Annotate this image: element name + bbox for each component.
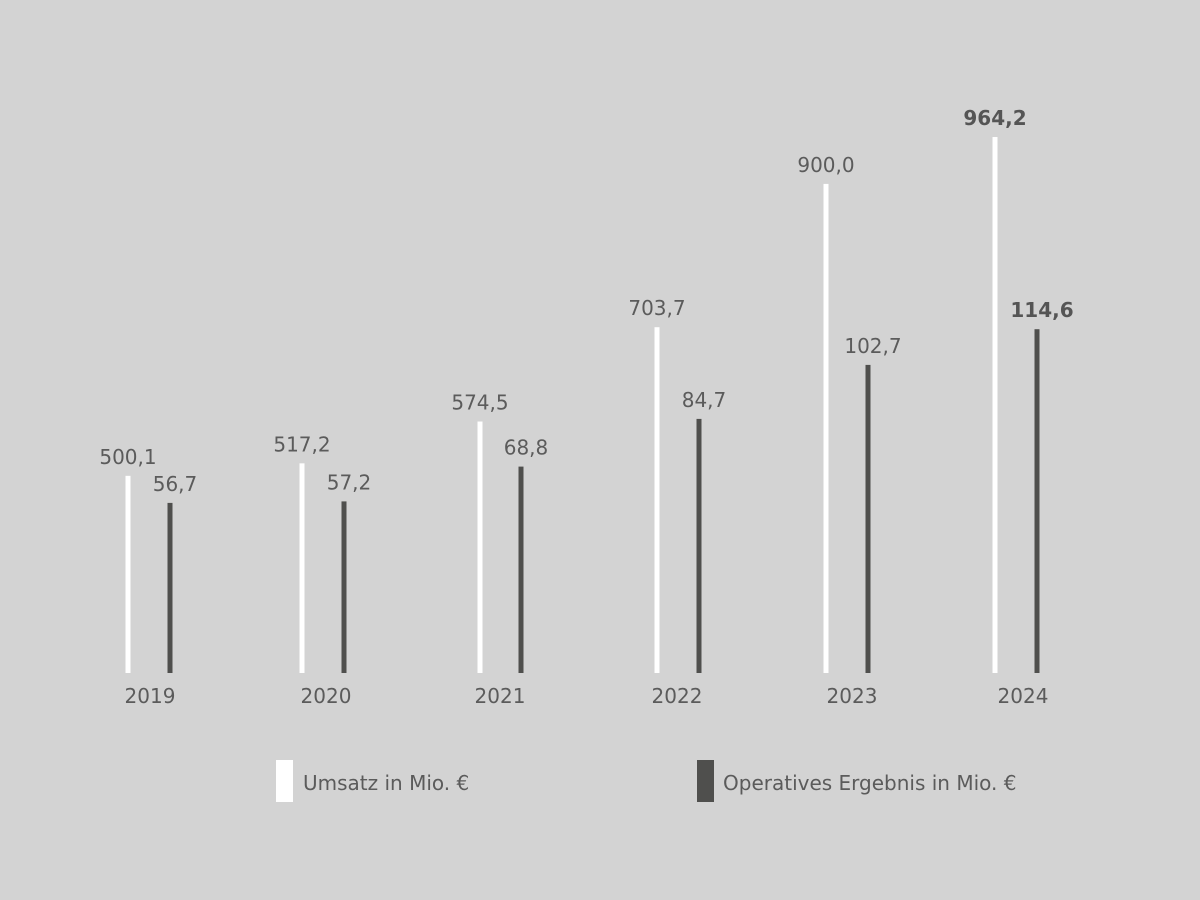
value-label-umsatz-2022: 703,7 <box>628 296 685 320</box>
legend: Umsatz in Mio. € Operatives Ergebnis in … <box>276 760 1016 802</box>
value-label-ergebnis-2020: 57,2 <box>327 470 372 494</box>
value-label-umsatz-2019: 500,1 <box>99 445 156 469</box>
bar-umsatz-2023 <box>823 183 829 673</box>
bars-layer <box>125 137 1040 673</box>
bar-umsatz-2020 <box>299 463 305 673</box>
value-label-umsatz-2020: 517,2 <box>273 432 330 456</box>
x-tick-label-2023: 2023 <box>827 684 878 708</box>
legend-swatch-operatives-ergebnis <box>697 760 714 802</box>
bar-ergebnis-2022 <box>696 418 702 673</box>
x-tick-labels-layer: 2019 2020 2021 2022 2023 2024 <box>125 684 1049 708</box>
value-label-ergebnis-2023: 102,7 <box>844 334 901 358</box>
x-tick-label-2024: 2024 <box>998 684 1049 708</box>
value-label-ergebnis-2024: 114,6 <box>1010 298 1073 322</box>
value-label-ergebnis-2019: 56,7 <box>153 472 198 496</box>
legend-label-umsatz: Umsatz in Mio. € <box>303 771 469 795</box>
value-label-ergebnis-2021: 68,8 <box>504 436 549 460</box>
bar-umsatz-2021 <box>477 421 483 673</box>
bar-ergebnis-2023 <box>865 364 871 673</box>
bar-ergebnis-2020 <box>341 501 347 673</box>
value-label-umsatz-2021: 574,5 <box>451 391 508 415</box>
x-tick-label-2020: 2020 <box>301 684 352 708</box>
x-tick-label-2019: 2019 <box>125 684 176 708</box>
legend-swatch-umsatz <box>276 760 293 802</box>
x-tick-label-2022: 2022 <box>652 684 703 708</box>
bar-umsatz-2024 <box>992 137 998 673</box>
value-label-ergebnis-2022: 84,7 <box>682 388 727 412</box>
bar-umsatz-2019 <box>125 475 131 673</box>
bar-ergebnis-2021 <box>518 466 524 673</box>
legend-label-operatives-ergebnis: Operatives Ergebnis in Mio. € <box>723 771 1016 795</box>
value-labels-layer: 500,1 56,7 517,2 57,2 574,5 68,8 703,7 84,7 900,… <box>99 106 1073 496</box>
bar-umsatz-2022 <box>654 327 660 673</box>
value-label-umsatz-2024: 964,2 <box>963 106 1026 130</box>
bar-ergebnis-2019 <box>167 502 173 673</box>
bar-ergebnis-2024 <box>1034 329 1040 673</box>
x-tick-label-2021: 2021 <box>475 684 526 708</box>
value-label-umsatz-2023: 900,0 <box>797 153 854 177</box>
